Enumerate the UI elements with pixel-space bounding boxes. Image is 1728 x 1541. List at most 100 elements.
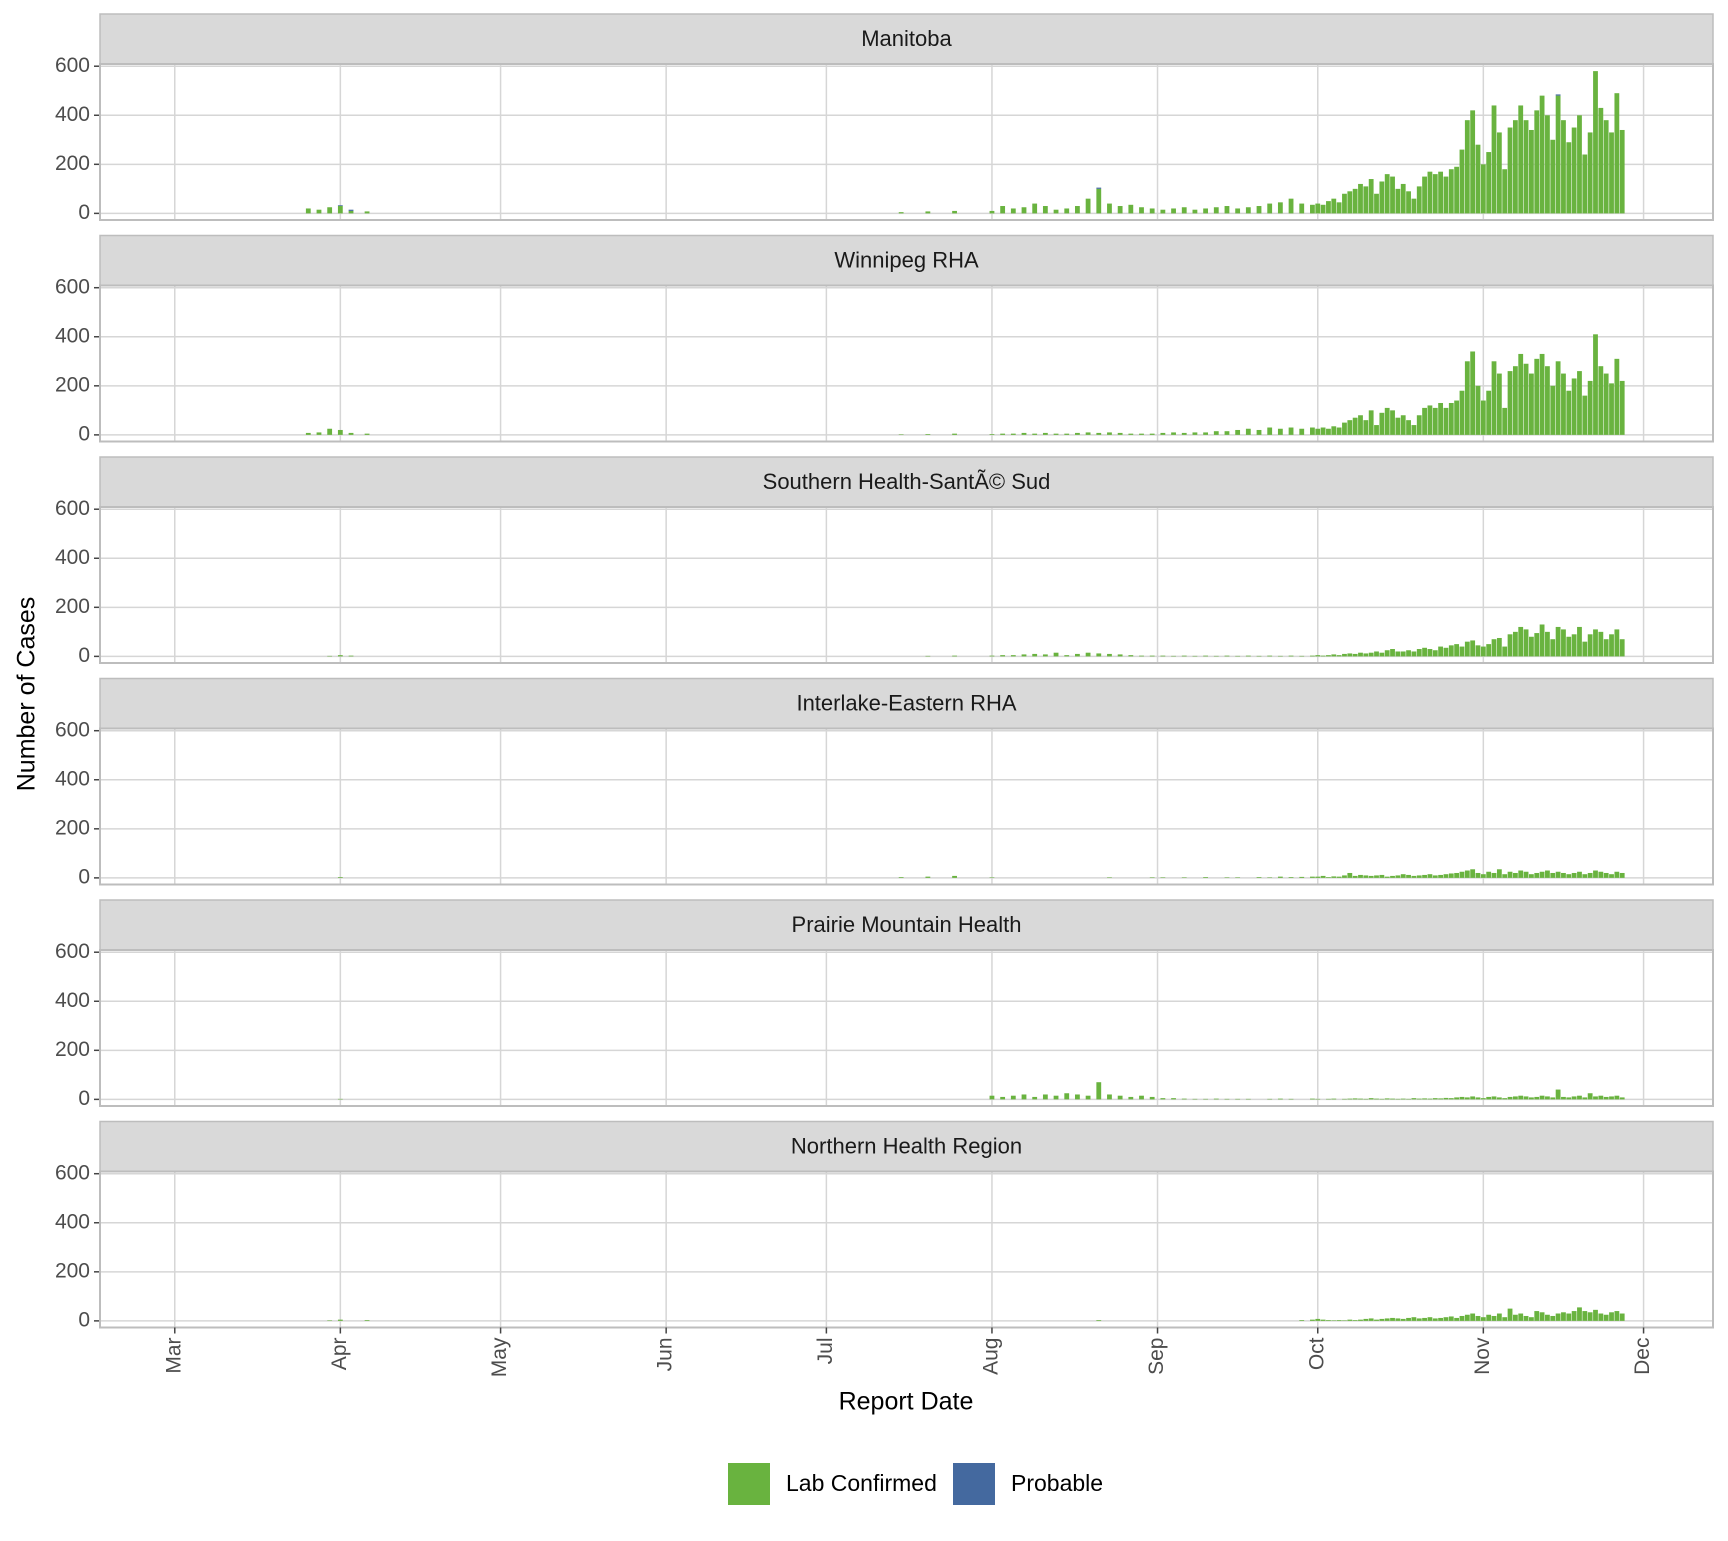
bar	[1417, 186, 1422, 213]
bar	[1545, 1315, 1550, 1321]
bar	[1011, 655, 1016, 656]
bar	[1331, 426, 1336, 435]
bar	[1257, 877, 1262, 878]
bar	[990, 1096, 995, 1100]
bar	[1444, 874, 1449, 878]
y-tick-label: 0	[78, 422, 90, 445]
bar	[1011, 434, 1016, 435]
bar	[1486, 1315, 1491, 1321]
bar	[1064, 434, 1069, 435]
bar	[1486, 152, 1491, 213]
bar	[338, 206, 343, 213]
bar	[1406, 875, 1411, 878]
bar	[1502, 408, 1507, 435]
panel-title: Manitoba	[861, 26, 952, 51]
bar	[1363, 186, 1368, 213]
bar	[1369, 1318, 1374, 1320]
bar	[1267, 428, 1272, 435]
bar	[1572, 378, 1577, 434]
bar	[1529, 874, 1534, 878]
bar	[1598, 1314, 1603, 1321]
bar	[1299, 429, 1304, 435]
bar	[1609, 132, 1614, 213]
bar	[1150, 656, 1155, 657]
bar	[1395, 651, 1400, 656]
bar	[1582, 1097, 1587, 1099]
bar	[1353, 876, 1358, 878]
bar	[1556, 1090, 1561, 1100]
bar	[1465, 120, 1470, 213]
bar	[1572, 1311, 1577, 1321]
bar	[1395, 418, 1400, 435]
bar	[1096, 433, 1101, 435]
bar	[1193, 432, 1198, 434]
bar	[1438, 1098, 1443, 1099]
y-tick-label: 400	[55, 1210, 90, 1233]
bar	[1107, 1094, 1112, 1099]
x-tick-label: Jul	[814, 1338, 837, 1365]
bar	[1604, 1097, 1609, 1099]
bar	[1444, 1098, 1449, 1099]
bar	[1593, 1310, 1598, 1321]
bar	[349, 211, 354, 213]
bar	[1609, 874, 1614, 878]
y-tick-label: 400	[55, 103, 90, 126]
bar	[1460, 1097, 1465, 1099]
bar	[1032, 204, 1037, 214]
bar	[1433, 174, 1438, 213]
bar	[1411, 1317, 1416, 1321]
bar	[306, 208, 311, 213]
bar	[1460, 647, 1465, 657]
bar	[1385, 877, 1390, 878]
bar	[1460, 391, 1465, 435]
bar	[1139, 434, 1144, 435]
bar	[1454, 401, 1459, 435]
bar	[1203, 877, 1208, 878]
bar	[1588, 1093, 1593, 1099]
bar	[1363, 653, 1368, 656]
bar	[1433, 875, 1438, 877]
bar	[1331, 654, 1336, 656]
bar	[1358, 875, 1363, 878]
bar	[1444, 648, 1449, 657]
y-tick-label: 400	[55, 767, 90, 790]
bar	[1225, 431, 1230, 435]
bar	[1171, 1098, 1176, 1099]
bar	[1118, 654, 1123, 656]
bar	[1550, 140, 1555, 214]
bar	[1331, 876, 1336, 877]
bar	[1422, 648, 1427, 657]
bar	[1032, 654, 1037, 656]
bar	[1502, 647, 1507, 657]
legend-item: Lab Confirmed	[728, 1463, 937, 1505]
bar	[1075, 1094, 1080, 1099]
bar	[1470, 640, 1475, 656]
bar	[1160, 433, 1165, 435]
bar	[1353, 418, 1358, 435]
bar	[1075, 206, 1080, 213]
bar	[1476, 386, 1481, 435]
bar	[925, 434, 930, 435]
bar	[1374, 1320, 1379, 1321]
bar	[1193, 210, 1198, 214]
bar	[1454, 167, 1459, 214]
bar	[1556, 96, 1561, 214]
bar	[1347, 873, 1352, 878]
bar	[1481, 164, 1486, 213]
bar	[1337, 202, 1342, 213]
bar	[1449, 1316, 1454, 1320]
bar	[1540, 354, 1545, 435]
bar	[1534, 633, 1539, 656]
bar	[1369, 1098, 1374, 1099]
bar	[1358, 1099, 1363, 1100]
bar	[1000, 434, 1005, 435]
bar	[1422, 875, 1427, 878]
bar	[1604, 639, 1609, 656]
bar	[1566, 637, 1571, 657]
bar	[1331, 199, 1336, 214]
bar	[1604, 1315, 1609, 1321]
bar	[1310, 1099, 1315, 1100]
bar	[1460, 872, 1465, 878]
bar	[1353, 1098, 1358, 1099]
bar	[1593, 71, 1598, 213]
